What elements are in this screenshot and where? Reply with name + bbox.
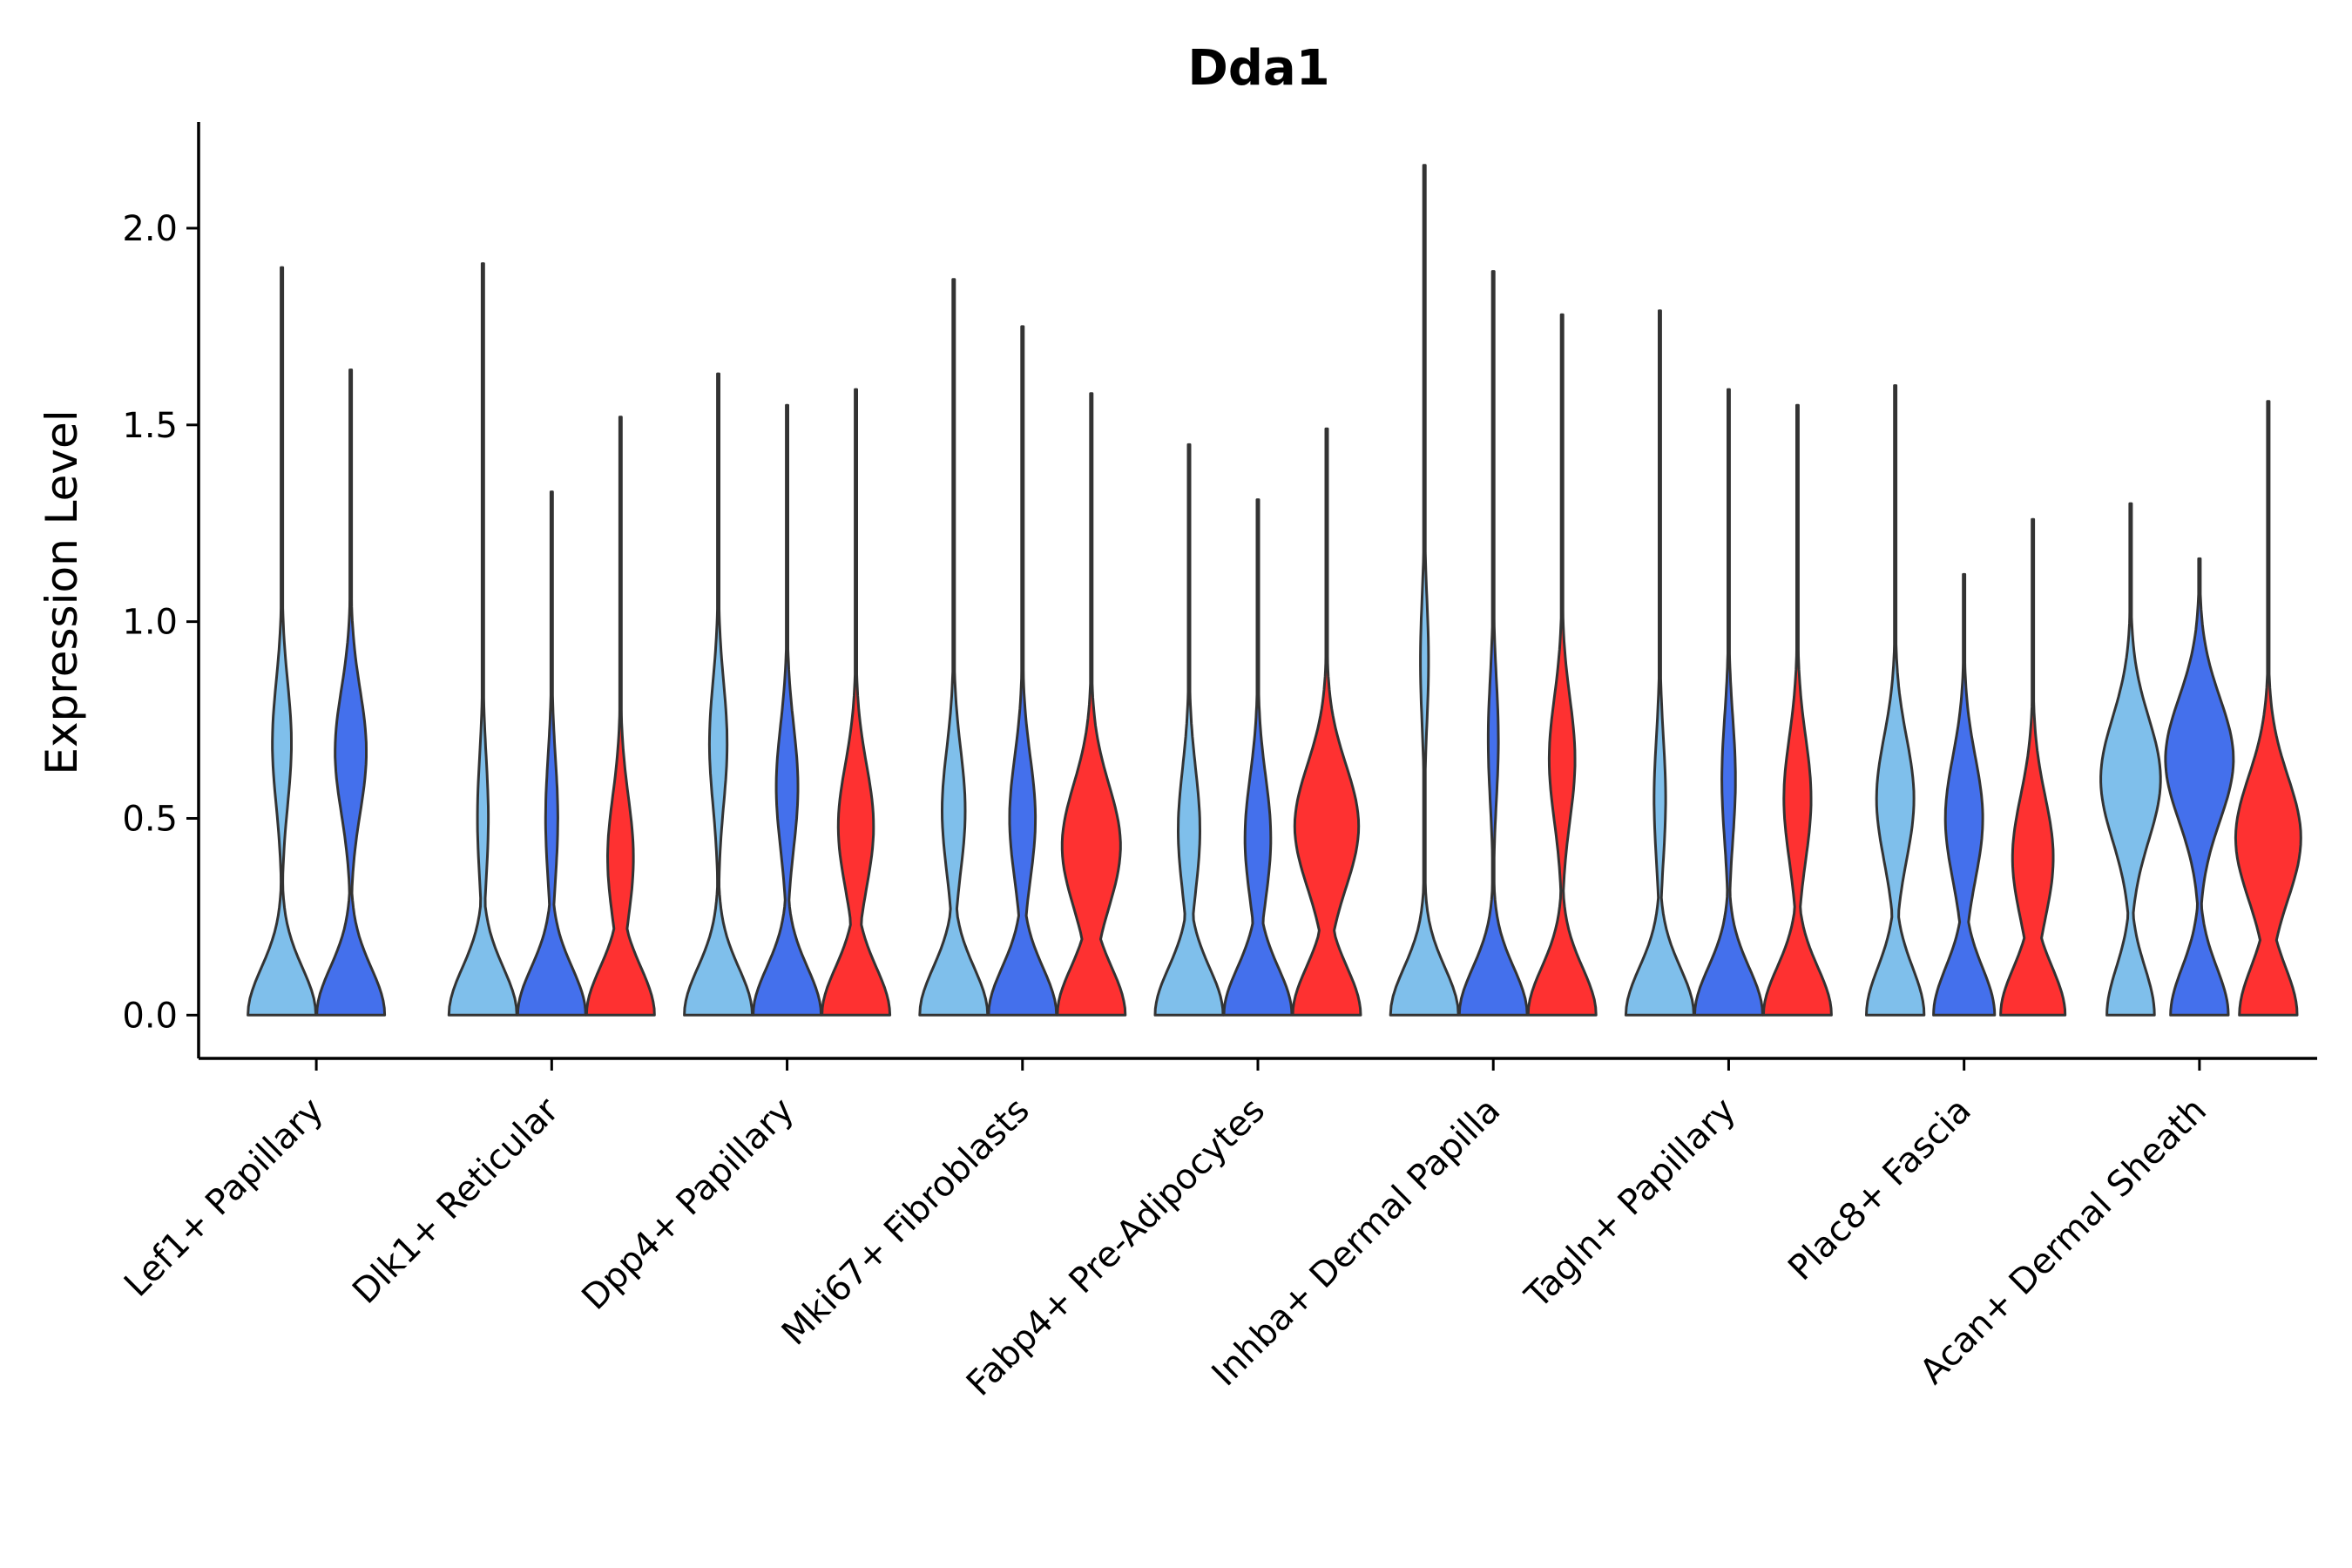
- violin-2: [1932, 572, 1997, 1017]
- x-tick-label: Dpp4+ Papillary: [574, 1091, 801, 1318]
- violin-2: [987, 325, 1058, 1017]
- violin-3: [1291, 427, 1362, 1017]
- y-tick-label: 1.0: [122, 603, 178, 643]
- violin-3: [2234, 400, 2302, 1017]
- x-tick-label: Plac8+ Fascia: [1781, 1091, 1979, 1289]
- violin-1: [2099, 502, 2162, 1017]
- violin-1: [918, 278, 990, 1017]
- violin-1: [447, 262, 518, 1017]
- violin-3: [821, 388, 892, 1017]
- y-axis-label: Expression Level: [37, 409, 87, 774]
- violin-3: [1761, 403, 1833, 1017]
- violin-3: [585, 416, 656, 1017]
- violin-2: [1693, 388, 1764, 1017]
- violin-1: [1624, 309, 1695, 1017]
- y-tick-label: 0.5: [122, 799, 178, 839]
- violin-2: [2164, 557, 2235, 1017]
- x-tick-label: Tagln+ Papillary: [1517, 1091, 1744, 1317]
- violin-3: [1999, 517, 2067, 1017]
- violin-1: [1865, 384, 1926, 1017]
- chart-title: Dda1: [1187, 40, 1329, 97]
- violin-2: [516, 490, 587, 1017]
- y-tick-label: 1.5: [122, 406, 178, 446]
- violin-3: [1526, 313, 1598, 1017]
- violin-1: [1389, 164, 1460, 1017]
- violin-1: [683, 372, 754, 1017]
- y-tick-label: 0.0: [122, 996, 178, 1036]
- violin-3: [1056, 392, 1127, 1017]
- y-ticks-group: 0.0 0.5 1.0 1.5 2.0: [122, 209, 199, 1036]
- y-tick-label: 2.0: [122, 209, 178, 249]
- x-tick-label: Dlk1+ Reticular: [345, 1090, 567, 1312]
- violin-2: [1457, 270, 1529, 1017]
- violin-2: [752, 403, 823, 1017]
- x-ticks-group: Lef1+ Papillary Dlk1+ Reticular Dpp4+ Papi…: [117, 1058, 2214, 1404]
- violins-group: [247, 164, 2302, 1017]
- violin-1: [1153, 443, 1225, 1017]
- violin-1: [247, 266, 318, 1017]
- x-tick-label: Mki67+ Fibroblasts: [774, 1091, 1037, 1354]
- violin-2: [1222, 498, 1294, 1017]
- x-tick-label: Lef1+ Papillary: [117, 1091, 331, 1305]
- violin-2: [315, 368, 387, 1017]
